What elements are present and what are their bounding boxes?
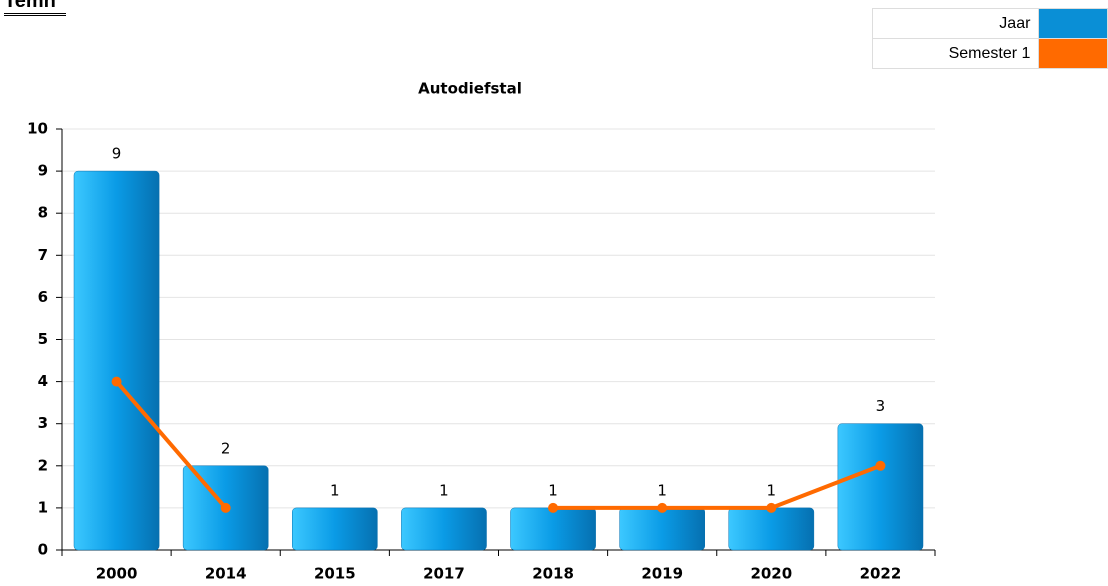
y-tick-label: 5 [38, 330, 48, 348]
data-label: 9 [112, 145, 122, 163]
legend-swatch [1038, 8, 1108, 39]
bar [728, 507, 815, 551]
point [875, 460, 886, 471]
legend: Jaar Semester 1 [871, 8, 1108, 69]
data-label: 1 [439, 481, 449, 499]
bar [510, 507, 596, 551]
legend-label: Semester 1 [871, 38, 1040, 69]
y-tick-label: 2 [38, 456, 48, 474]
bar [401, 507, 487, 551]
data-label: 1 [657, 481, 667, 499]
x-tick-label: 2019 [641, 565, 683, 583]
y-tick-label: 4 [38, 372, 48, 390]
y-tick-label: 7 [38, 246, 48, 264]
chart-title: Autodiefstal [418, 80, 522, 98]
bar [292, 507, 378, 551]
point [220, 502, 231, 513]
y-tick-label: 10 [27, 120, 48, 138]
line [115, 380, 882, 510]
data-label: 1 [548, 481, 558, 499]
y-tick-label: 0 [38, 541, 48, 559]
data-label: 1 [330, 481, 340, 499]
x-tick-label: 2017 [423, 565, 465, 583]
y-tick-label: 9 [38, 162, 48, 180]
y-tick-label: 1 [38, 498, 48, 516]
point [766, 502, 777, 513]
data-label: 3 [876, 397, 886, 415]
x-tick-label: 2015 [314, 565, 356, 583]
legend-entry: Semester 1 [871, 38, 1108, 69]
point [657, 502, 668, 513]
page-title: Temh [4, 0, 66, 16]
x-tick-label: 2018 [532, 565, 574, 583]
point [548, 502, 559, 513]
data-label: 1 [767, 481, 777, 499]
y-tick-label: 8 [38, 204, 48, 222]
bar [619, 507, 705, 551]
x-tick-label: 2022 [860, 565, 902, 583]
data-label: 2 [221, 439, 231, 457]
x-tick-label: 2014 [205, 565, 247, 583]
bar [837, 423, 924, 551]
y-tick-label: 3 [38, 414, 48, 432]
x-tick-label: 2020 [750, 565, 792, 583]
point [111, 376, 122, 387]
x-tick-label: 2000 [96, 565, 138, 583]
y-tick-label: 6 [38, 288, 48, 306]
bar [73, 170, 160, 551]
legend-entry: Jaar [871, 8, 1108, 39]
legend-label: Jaar [871, 8, 1040, 39]
legend-swatch [1038, 38, 1108, 69]
